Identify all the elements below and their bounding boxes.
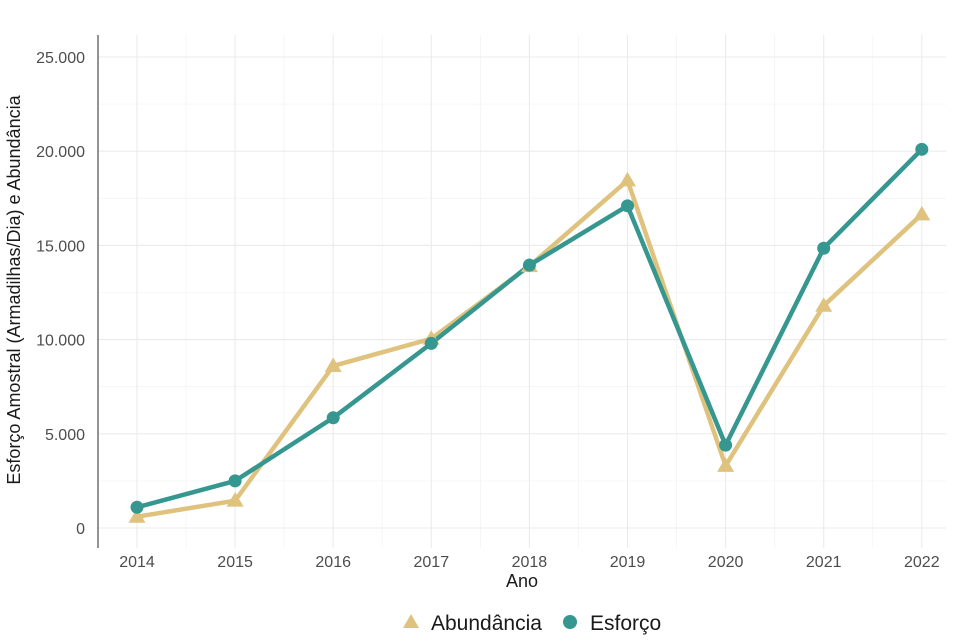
data-point-esforco [424,336,438,350]
data-point-abundancia [226,492,244,507]
legend-label-abundancia: Abundância [431,612,542,635]
grid-lines [98,35,946,548]
y-tick-label: 20.000 [36,144,85,161]
x-tick-label: 2022 [904,554,940,571]
y-tick-labels: 0 5.000 10.000 15.000 20.000 25.000 [36,50,85,538]
data-point-esforco [228,474,242,488]
x-tick-label: 2015 [217,554,253,571]
data-point-esforco [621,199,634,213]
x-tick-label: 2021 [806,554,842,571]
data-point-esforco [817,241,831,255]
data-point-abundancia [717,457,735,472]
data-point-abundancia [324,357,342,372]
data-point-esforco [719,438,733,452]
data-point-esforco [130,500,144,514]
y-tick-label: 0 [76,521,85,538]
legend-marker-esforco [563,615,577,629]
legend: Abundância Esforço [403,612,661,635]
legend-marker-abundancia [403,614,419,628]
data-point-abundancia [619,171,636,187]
data-point-esforco [915,142,929,156]
y-tick-label: 10.000 [36,333,85,350]
y-tick-label: 25.000 [36,50,85,67]
x-tick-label: 2016 [315,554,351,571]
y-tick-label: 5.000 [45,427,85,444]
data-series [128,142,931,523]
data-point-abundancia [913,205,931,221]
x-tick-labels: 2014 2015 2016 2017 2018 2019 2020 2021 2022 [119,554,939,571]
x-axis-title: Ano [506,571,538,591]
y-tick-label: 15.000 [36,238,85,255]
x-tick-label: 2014 [119,554,155,571]
data-point-abundancia [815,297,833,312]
x-tick-label: 2017 [414,554,450,571]
x-tick-label: 2019 [610,554,646,571]
x-tick-label: 2018 [512,554,548,571]
legend-label-esforco: Esforço [590,612,661,635]
data-point-abundancia [128,508,146,523]
x-tick-label: 2020 [708,554,744,571]
y-axis-title: Esforço Amostral (Armadilhas/Dia) e Abun… [4,94,24,484]
data-point-esforco [522,258,536,272]
data-point-esforco [326,411,340,425]
